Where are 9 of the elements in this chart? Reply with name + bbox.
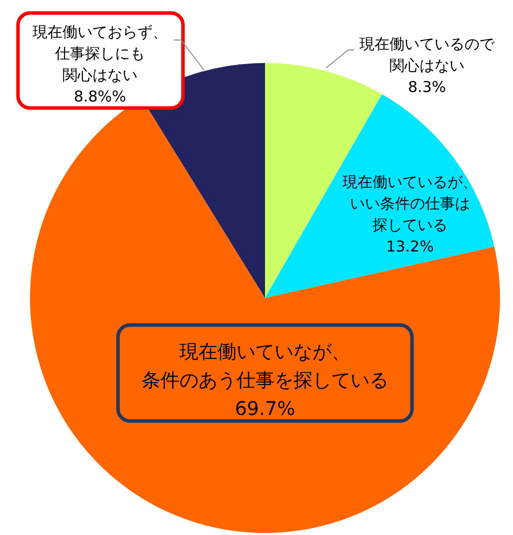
slice-label: 現在働いているが、いい条件の仕事は探している bbox=[342, 173, 478, 234]
data-label: 69.7% bbox=[234, 398, 296, 420]
slice-label: 現在働いていなが、条件のあう仕事を探している bbox=[142, 341, 388, 392]
slice-label: 現在働いておらず、仕事探しにも関心はない bbox=[32, 23, 168, 84]
data-label: 8.8%% bbox=[74, 88, 126, 106]
data-label: 13.2% bbox=[386, 238, 434, 256]
slice-label: 現在働いているので関心はない bbox=[360, 35, 496, 74]
data-label: 8.3% bbox=[408, 78, 446, 96]
pie-slice bbox=[265, 94, 494, 298]
